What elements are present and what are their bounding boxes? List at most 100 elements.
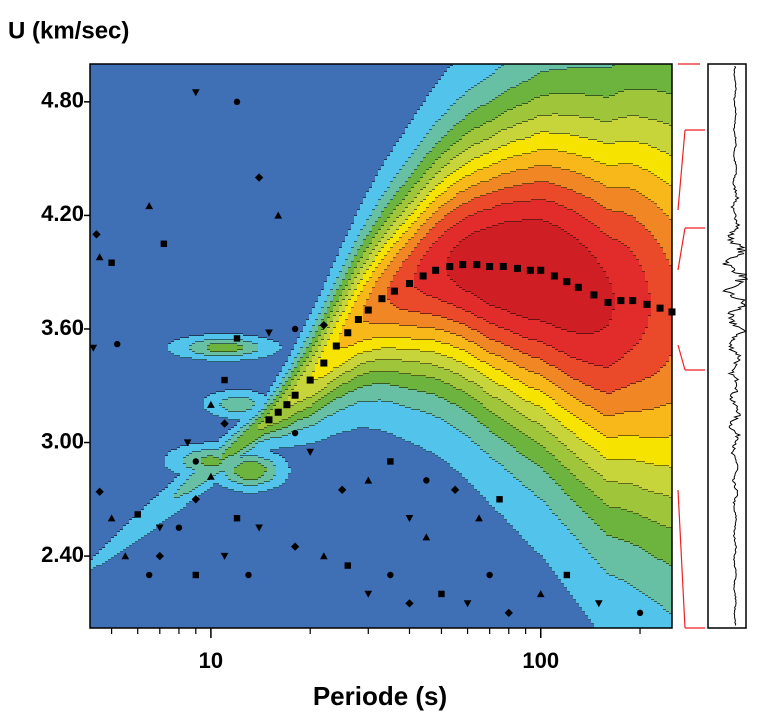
contour-band [582,246,586,335]
contour-band [201,354,205,361]
contour-band [207,362,211,397]
contour-band [363,352,367,365]
contour-band [279,456,283,487]
contour-band [261,358,265,395]
contour-band [522,64,526,83]
contour-band [564,152,568,171]
contour-band [267,406,271,415]
contour-band [123,550,127,629]
contour-band [240,458,244,465]
contour-band [276,352,280,377]
contour-band [573,476,577,503]
contour-band [273,342,277,355]
contour-band [396,386,400,405]
contour-band [213,476,217,485]
contour-band [531,100,535,121]
contour-band [549,64,553,71]
contour-band [540,72,544,97]
contour-band [264,468,268,473]
contour-band [429,314,433,329]
contour-band [366,192,370,221]
contour-band [384,192,388,209]
contour-band [216,64,220,335]
contour-band [219,406,223,419]
contour-band [276,450,280,455]
contour-band [486,322,490,339]
contour-band [441,138,445,155]
contour-band [498,370,502,387]
contour-band [435,84,439,123]
contour-band [345,372,349,385]
contour-band [180,338,184,359]
contour-band [480,424,484,451]
contour-band [414,362,418,377]
contour-band [426,394,430,415]
contour-band [255,480,259,487]
contour-band [234,426,238,435]
contour-band [354,290,358,303]
contour-band [282,378,286,387]
contour-band [261,458,265,467]
contour-band [444,332,448,345]
contour-band [558,462,562,487]
contour-band [495,192,499,207]
contour-band [594,524,598,561]
contour-band [495,206,499,227]
contour-band [240,456,244,459]
contour-band [396,64,400,143]
contour-band [441,330,445,345]
contour-band [258,424,262,431]
contour-band [567,470,571,497]
contour-band [438,316,442,331]
contour-band [249,342,253,355]
contour-band [450,106,454,131]
contour-band [528,546,532,629]
contour-band [387,324,391,339]
contour-band [261,476,265,485]
contour-band [282,484,286,629]
contour-band [357,250,361,263]
contour-band [342,432,346,629]
contour-band [186,494,190,505]
contour-band [306,444,310,629]
contour-band [270,452,274,463]
contour-band [477,198,481,213]
contour-band [261,492,265,629]
contour-band [201,484,205,495]
contour-band [540,376,544,393]
contour-band [123,64,127,527]
contour-band [246,452,250,457]
contour-band [339,410,343,435]
contour-band [285,64,289,363]
contour-band [393,178,397,197]
contour-band [447,344,451,359]
contour-band [552,134,556,151]
contour-band [252,344,256,353]
contour-band [249,360,253,391]
contour-band [423,224,427,239]
contour-band [198,486,202,497]
contour-band [204,398,208,411]
contour-band [483,426,487,453]
contour-band [333,380,337,391]
contour-band [456,100,460,125]
contour-band [537,134,541,151]
contour-band [261,442,265,459]
contour-band [204,360,208,399]
contour-band [570,452,574,475]
contour-band [360,268,364,281]
contour-band [579,544,583,609]
contour-band [477,492,481,629]
contour-band [174,356,178,451]
contour-band [294,64,298,345]
contour-band [489,76,493,103]
contour-band [498,438,502,465]
contour-band [399,238,403,251]
contour-band [213,352,217,357]
contour-band [342,242,346,267]
contour-band [129,520,133,547]
contour-band [270,490,274,629]
contour-band [156,496,160,527]
contour-band [354,302,358,345]
contour-band [279,64,283,347]
